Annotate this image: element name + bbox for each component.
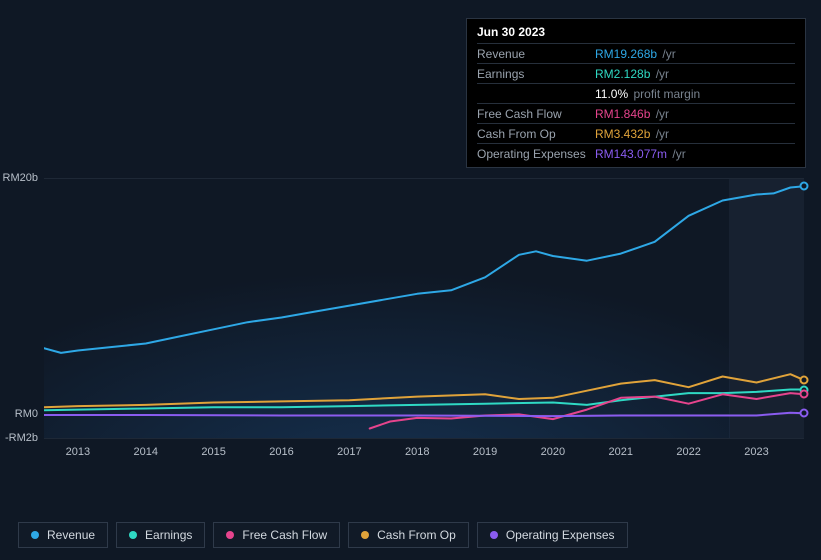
end-marker-fcf <box>800 390 809 399</box>
legend-label: Revenue <box>47 528 95 542</box>
series-fcf <box>370 393 804 428</box>
legend-label: Cash From Op <box>377 528 456 542</box>
tooltip-row: EarningsRM2.128b /yr <box>477 63 795 83</box>
end-marker-opex <box>800 409 809 418</box>
tooltip-label: Cash From Op <box>477 126 595 142</box>
tooltip-row: Operating ExpensesRM143.077m /yr <box>477 143 795 163</box>
legend-item-earnings[interactable]: Earnings <box>116 522 205 548</box>
tooltip-label <box>477 86 595 102</box>
end-marker-revenue <box>800 182 809 191</box>
series-revenue <box>44 186 804 353</box>
legend-dot-icon <box>129 531 137 539</box>
x-axis-label: 2013 <box>66 446 90 458</box>
legend-item-revenue[interactable]: Revenue <box>18 522 108 548</box>
tooltip-row: Cash From OpRM3.432b /yr <box>477 123 795 143</box>
y-axis-label: -RM2b <box>5 432 38 444</box>
y-axis-label: RM20b <box>3 172 38 184</box>
chart-area[interactable]: RM20bRM0-RM2b 20132014201520162017201820… <box>44 178 804 476</box>
legend-label: Free Cash Flow <box>242 528 327 542</box>
series-earnings <box>44 390 804 411</box>
line-chart <box>44 178 804 438</box>
tooltip-row: Free Cash FlowRM1.846b /yr <box>477 103 795 123</box>
tooltip-value: RM19.268b /yr <box>595 46 676 62</box>
y-axis-label: RM0 <box>15 408 38 420</box>
tooltip-label: Earnings <box>477 66 595 82</box>
tooltip-value: 11.0% profit margin <box>595 86 700 102</box>
tooltip-date: Jun 30 2023 <box>477 25 795 39</box>
series-opex <box>44 413 804 416</box>
tooltip-value: RM143.077m /yr <box>595 146 686 162</box>
x-axis-label: 2015 <box>201 446 225 458</box>
x-axis-label: 2021 <box>609 446 633 458</box>
legend-label: Operating Expenses <box>506 528 615 542</box>
legend-item-opex[interactable]: Operating Expenses <box>477 522 628 548</box>
gridline <box>44 438 804 439</box>
tooltip-label: Free Cash Flow <box>477 106 595 122</box>
x-axis-label: 2022 <box>676 446 700 458</box>
x-axis-label: 2019 <box>473 446 497 458</box>
legend-dot-icon <box>226 531 234 539</box>
dashboard-root: Jun 30 2023 RevenueRM19.268b /yrEarnings… <box>0 0 821 560</box>
tooltip-value: RM1.846b /yr <box>595 106 669 122</box>
legend-item-fcf[interactable]: Free Cash Flow <box>213 522 340 548</box>
x-axis-label: 2016 <box>269 446 293 458</box>
end-marker-cfo <box>800 376 809 385</box>
x-axis-label: 2017 <box>337 446 361 458</box>
tooltip-label: Revenue <box>477 46 595 62</box>
x-axis-label: 2018 <box>405 446 429 458</box>
x-axis-label: 2014 <box>134 446 158 458</box>
hover-tooltip: Jun 30 2023 RevenueRM19.268b /yrEarnings… <box>466 18 806 168</box>
legend-item-cfo[interactable]: Cash From Op <box>348 522 469 548</box>
legend: Revenue Earnings Free Cash Flow Cash From O… <box>18 522 628 548</box>
legend-label: Earnings <box>145 528 192 542</box>
legend-dot-icon <box>361 531 369 539</box>
tooltip-label: Operating Expenses <box>477 146 595 162</box>
tooltip-row: 11.0% profit margin <box>477 83 795 103</box>
tooltip-value: RM2.128b /yr <box>595 66 669 82</box>
legend-dot-icon <box>31 531 39 539</box>
tooltip-value: RM3.432b /yr <box>595 126 669 142</box>
tooltip-row: RevenueRM19.268b /yr <box>477 43 795 63</box>
x-axis-label: 2020 <box>541 446 565 458</box>
x-axis-label: 2023 <box>744 446 768 458</box>
legend-dot-icon <box>490 531 498 539</box>
